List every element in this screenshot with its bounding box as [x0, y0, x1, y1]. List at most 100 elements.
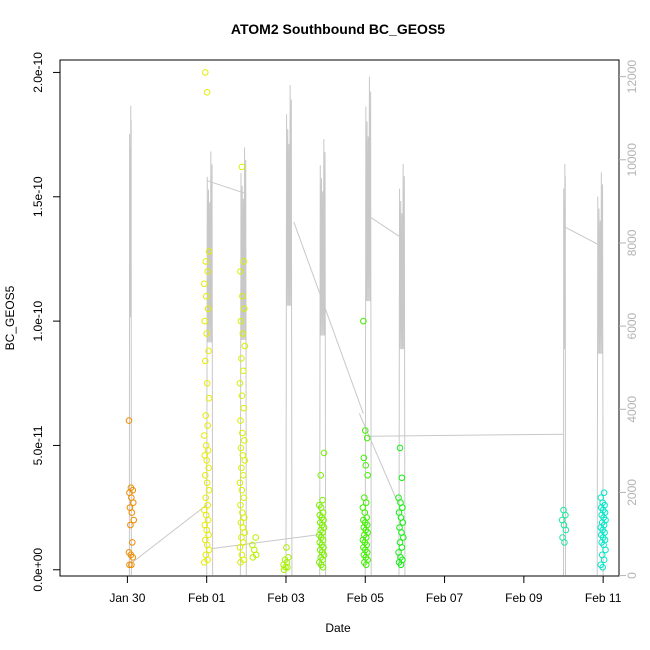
x-tick-label: Feb 01	[188, 591, 226, 605]
x-tick-label: Feb 11	[585, 591, 622, 605]
data-point	[204, 516, 212, 524]
data-point	[398, 544, 406, 551]
data-point	[239, 292, 246, 300]
data-point	[130, 516, 138, 524]
data-point	[203, 479, 211, 487]
data-point	[201, 559, 208, 566]
data-point	[240, 305, 248, 312]
data-point	[397, 561, 405, 569]
altitude-connector-line	[367, 433, 564, 437]
data-point	[363, 434, 371, 442]
data-point	[201, 357, 209, 365]
data-point	[204, 305, 212, 312]
data-point	[128, 509, 136, 516]
data-point	[599, 564, 606, 571]
data-point	[317, 471, 325, 479]
data-point	[204, 447, 212, 454]
data-point	[205, 248, 213, 255]
data-point	[205, 486, 213, 494]
data-point	[128, 561, 135, 569]
points-layer	[125, 69, 609, 574]
data-point	[237, 268, 244, 275]
data-point	[203, 330, 210, 337]
data-point	[240, 539, 247, 546]
data-point	[241, 342, 249, 350]
altitude-profile-line	[319, 138, 327, 576]
data-point	[319, 564, 327, 571]
data-point	[399, 519, 407, 526]
data-point	[362, 499, 370, 506]
data-point	[237, 559, 244, 566]
altitude-connector-line	[364, 213, 404, 240]
y2-tick-label: 12000	[625, 60, 639, 94]
data-point	[126, 561, 133, 569]
data-point	[360, 317, 367, 325]
data-point	[238, 392, 246, 400]
data-point	[203, 457, 210, 464]
x-tick-label: Jan 30	[109, 591, 145, 605]
data-point	[362, 561, 370, 569]
data-point	[127, 521, 134, 529]
data-point	[205, 394, 213, 402]
y2-tick-label: 4000	[625, 396, 639, 423]
data-point	[202, 292, 210, 300]
data-point	[238, 464, 245, 472]
y2-tick-label: 0	[625, 572, 639, 579]
data-point	[240, 471, 247, 479]
data-point	[280, 566, 288, 574]
data-point	[252, 534, 259, 541]
data-point	[129, 499, 137, 506]
altitude-profile-line	[364, 76, 372, 576]
altitude-profile-line	[563, 163, 566, 576]
data-point	[398, 474, 406, 482]
y2-tick-label: 10000	[625, 143, 639, 177]
y-axis-label: BC_GEOS5	[3, 285, 17, 350]
x-axis: Jan 30 Feb 01 Feb 03 Feb 05 Feb 07 Feb 09 Feb …	[109, 576, 622, 605]
data-point	[600, 556, 608, 564]
data-point	[238, 486, 246, 494]
data-point	[240, 367, 247, 375]
data-point	[319, 496, 326, 504]
data-point	[205, 347, 212, 355]
data-point	[561, 539, 568, 546]
data-point	[602, 546, 609, 554]
data-point	[201, 280, 208, 288]
data-point	[283, 544, 290, 551]
y-tick-label: 5.0e-11	[31, 425, 45, 465]
data-point	[205, 546, 213, 554]
altitude-connector-line	[131, 504, 207, 564]
data-point	[204, 268, 211, 275]
plot-frame	[59, 59, 620, 577]
y-tick-label: 1.0e-10	[31, 300, 45, 341]
data-point	[201, 317, 209, 325]
data-point	[241, 457, 249, 464]
data-point	[320, 449, 328, 457]
data-point	[361, 427, 369, 434]
data-point	[240, 514, 248, 521]
altitude-profile-line	[596, 172, 604, 576]
chart-title: ATOM2 Southbound BC_GEOS5	[231, 21, 445, 37]
altitude-profile-line	[239, 147, 247, 576]
data-point	[236, 479, 244, 487]
data-point	[238, 163, 246, 171]
data-point	[562, 511, 569, 519]
data-point	[203, 379, 211, 387]
data-point	[238, 355, 245, 362]
data-point	[240, 404, 248, 412]
data-point	[600, 489, 608, 496]
data-point	[396, 444, 404, 452]
data-point	[202, 412, 210, 419]
altitude-connector-line	[206, 180, 245, 194]
y-axis: 0.0e+00 5.0e-11 1.0e-10 1.5e-10 2.0e-10	[31, 52, 60, 592]
data-point	[239, 330, 247, 337]
data-point	[236, 379, 244, 387]
y2-tick-label: 2000	[625, 479, 639, 506]
data-point	[362, 462, 370, 469]
x-tick-label: Feb 05	[347, 591, 385, 605]
data-point	[399, 504, 406, 511]
altitude-connector-line	[212, 533, 324, 550]
altitude-connector-line	[293, 221, 364, 414]
x-tick-label: Feb 03	[267, 591, 305, 605]
data-point	[400, 534, 407, 541]
y-tick-label: 2.0e-10	[31, 52, 45, 93]
